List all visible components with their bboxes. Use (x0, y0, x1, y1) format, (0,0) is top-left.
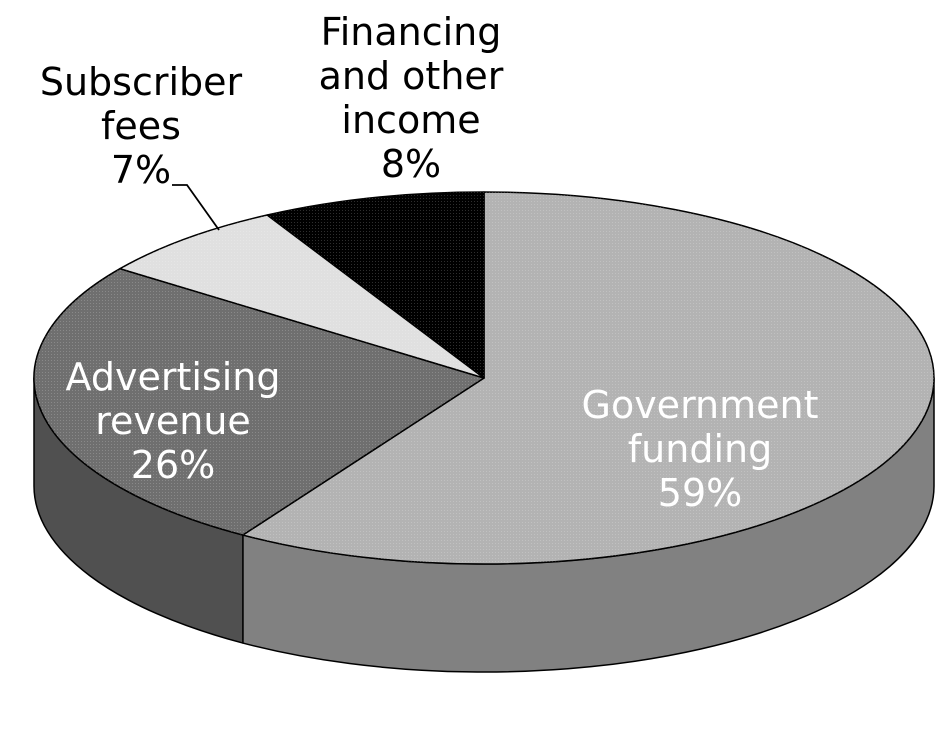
slice-label-3: Financing and other income 8% (319, 10, 504, 186)
slice-label-0: Government funding 59% (582, 383, 819, 515)
slice-label-2: Subscriber fees 7% (40, 60, 243, 192)
pie-slice-3 (266, 191, 485, 379)
pie-slices (33, 191, 935, 565)
pie-slice-0 (242, 191, 935, 565)
slice-label-1: Advertising revenue 26% (66, 355, 281, 487)
pie-slice-1 (33, 267, 485, 536)
leader-lines (172, 184, 220, 231)
pie-slice-2 (119, 214, 485, 379)
leader-line-subscriber-fees (172, 184, 220, 231)
slice-labels: Government funding 59% Advertising revenue 26… (40, 10, 819, 515)
